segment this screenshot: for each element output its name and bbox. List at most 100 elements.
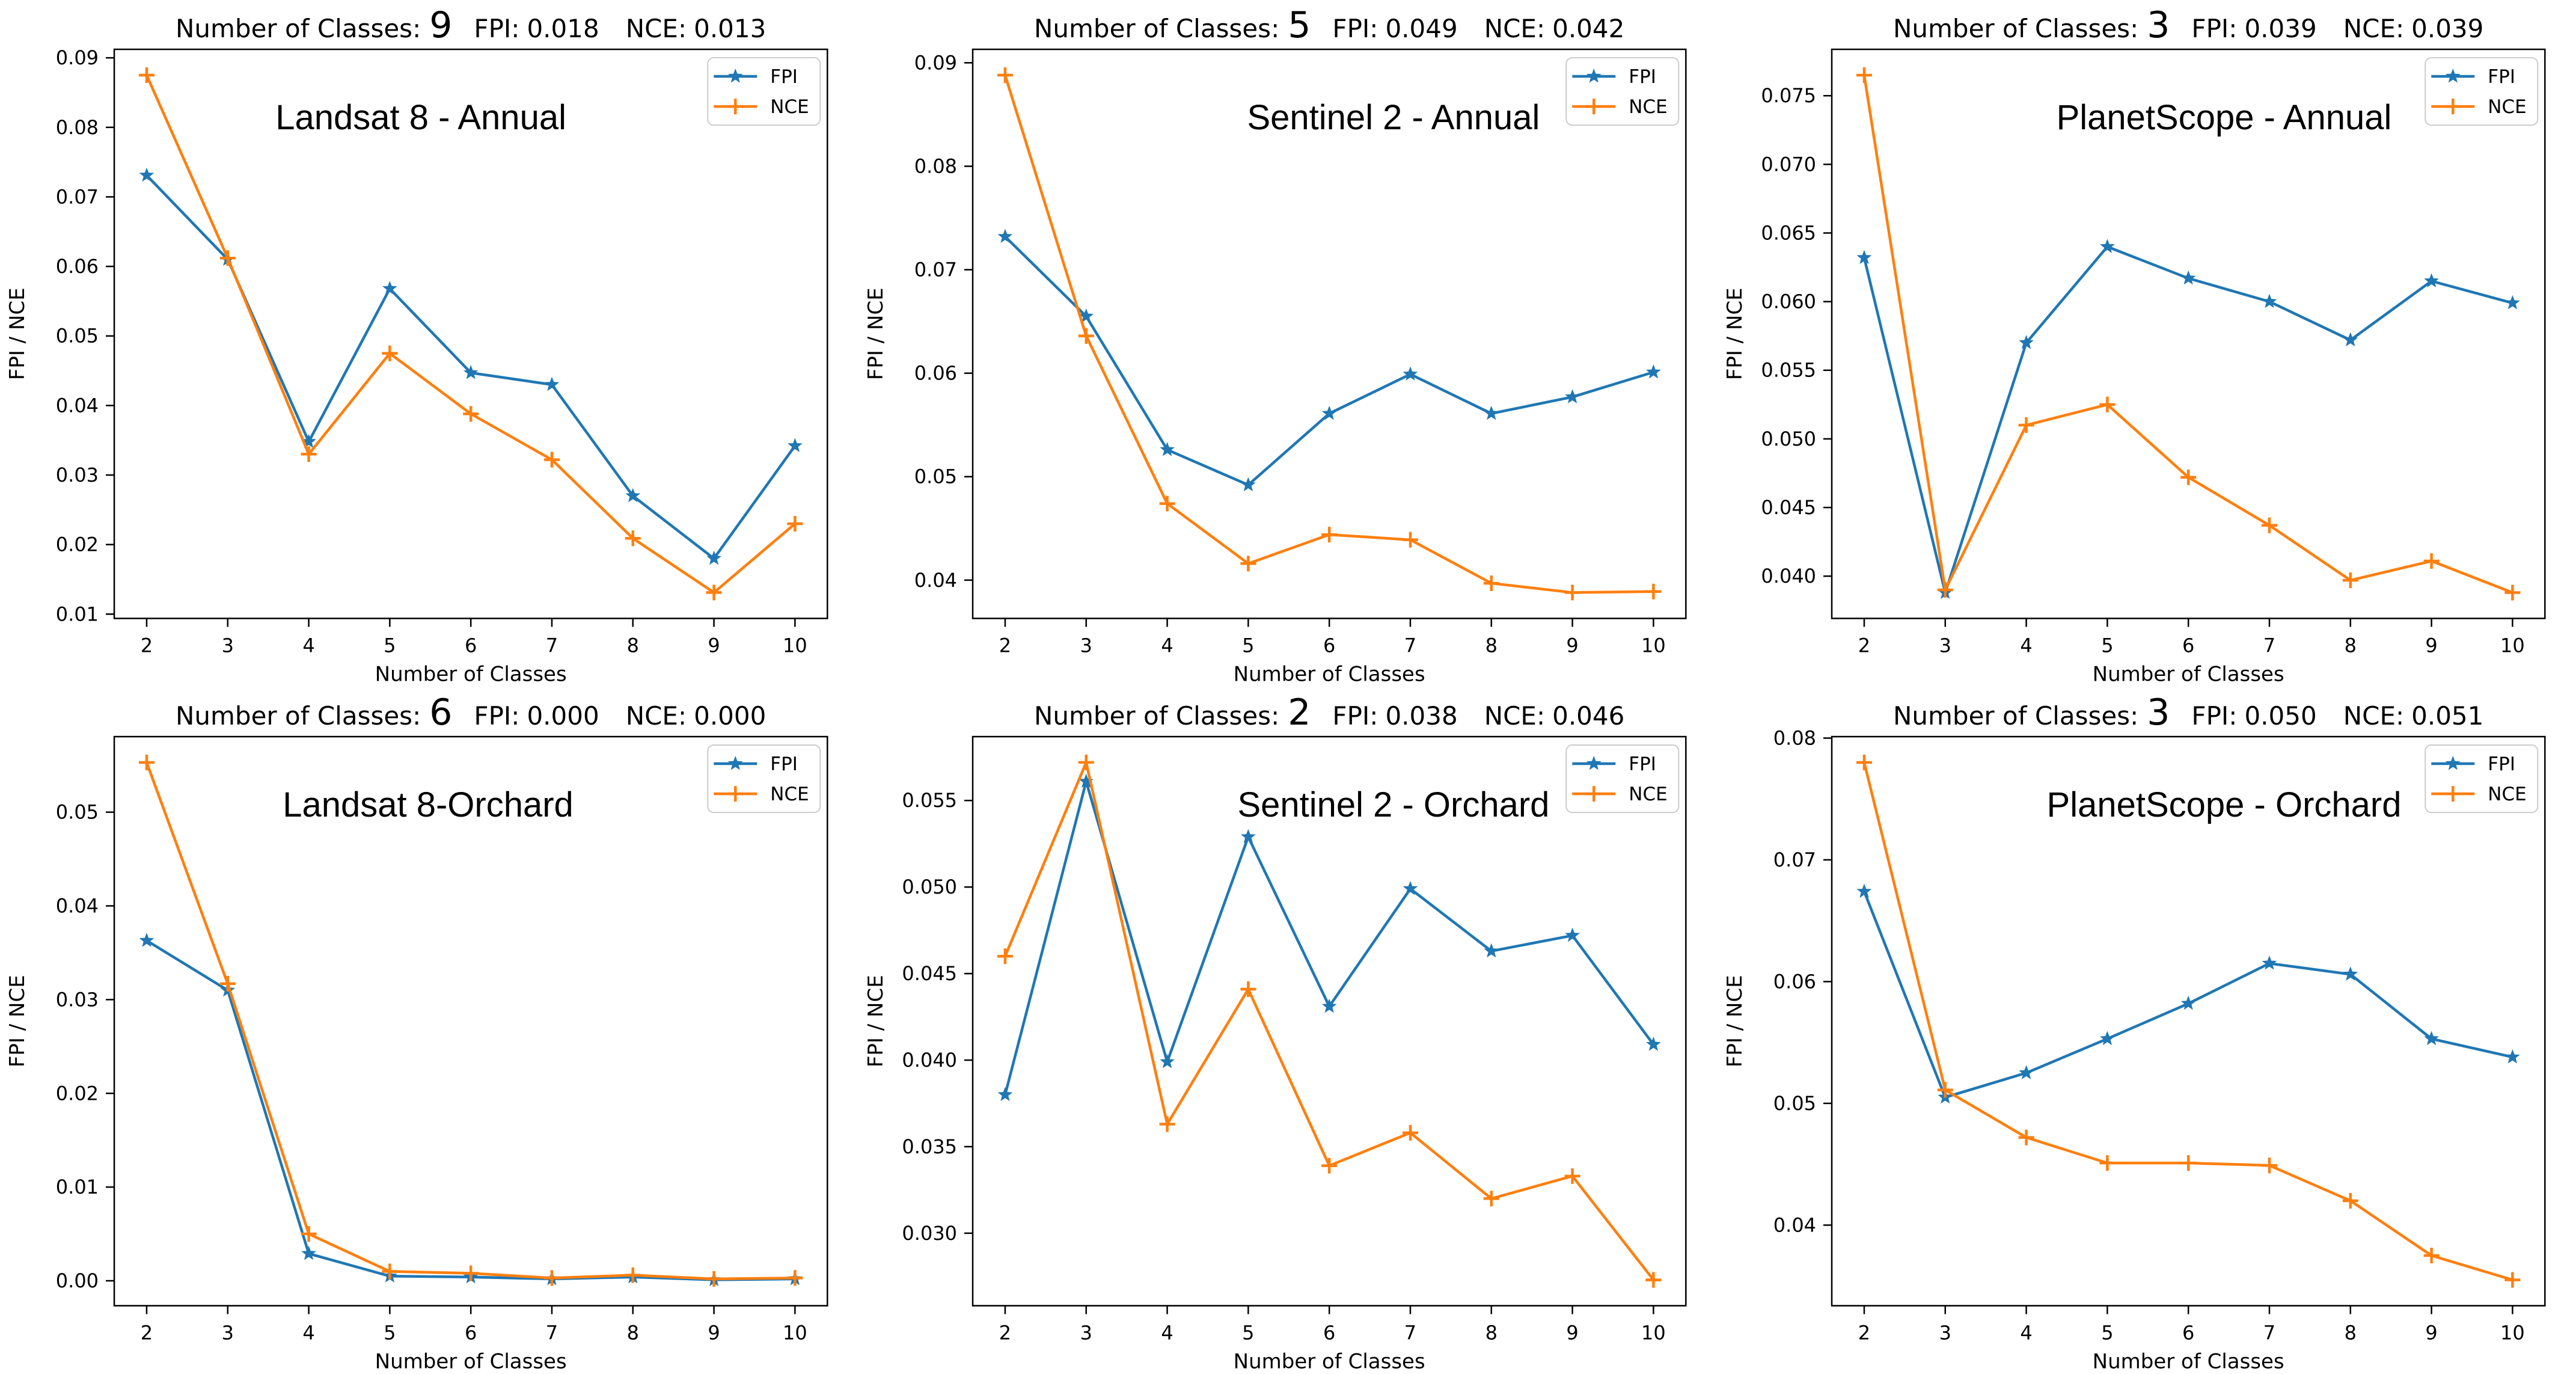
y-tick-label: 0.065 <box>1761 221 1816 244</box>
nce-point-marker <box>138 754 154 770</box>
y-tick-label: 0.070 <box>1761 153 1816 176</box>
x-tick-label: 3 <box>222 634 234 657</box>
fpi-point-marker <box>1856 883 1872 898</box>
classes-label: Number of Classes: <box>176 701 421 731</box>
legend-label-nce: NCE <box>2488 96 2526 118</box>
fpi-point-marker <box>1856 250 1872 265</box>
classes-value: 3 <box>2147 4 2170 46</box>
nce-value: 0.046 <box>1552 701 1624 731</box>
plot-area: 0.00 0.01 0.02 0.03 0.04 0.05 2 3 4 5 6 7 8 9 10 Number… <box>5 735 828 1373</box>
classes-label: Number of Classes: <box>1893 701 2138 731</box>
fpi-point-marker <box>2099 1031 2115 1045</box>
series-nce <box>138 67 803 601</box>
nce-point-marker <box>1484 575 1500 591</box>
nce-label: NCE: <box>626 701 687 731</box>
fpi-point-marker <box>2018 1064 2034 1079</box>
x-tick-label: 3 <box>1939 634 1951 657</box>
y-tick-label: 0.060 <box>1761 290 1816 313</box>
fpi-point-marker <box>1403 880 1418 895</box>
nce-point-marker <box>2180 469 2196 485</box>
y-tick-label: 0.040 <box>1761 565 1816 587</box>
y-tick-label: 0.030 <box>902 1221 958 1244</box>
fpi-point-marker <box>2343 966 2358 981</box>
plot-area: 0.01 0.02 0.03 0.04 0.05 0.06 0.07 0.08 0.09 2 3 4 5… <box>5 46 828 686</box>
series-nce <box>1856 754 2521 1288</box>
nce-point-marker <box>543 452 560 468</box>
y-tick-label: 0.06 <box>1773 970 1816 993</box>
fpi-value: 0.038 <box>1386 701 1458 731</box>
y-axis-label: FPI / NCE <box>864 287 888 380</box>
y-tick-label: 0.08 <box>914 155 957 177</box>
y-tick-label: 0.06 <box>56 255 99 278</box>
fpi-point-marker <box>706 550 721 565</box>
nce-point-marker <box>2342 572 2358 588</box>
legend: FPI NCE <box>1565 744 1680 813</box>
nce-point-marker <box>1321 527 1338 543</box>
fpi-label: FPI: <box>474 14 519 43</box>
y-tick-label: 0.06 <box>914 362 957 385</box>
panel-header: Number of Classes: 5 FPI: 0.049 NCE: 0.042 <box>1034 4 1624 46</box>
panel-landsat8-annual: Number of Classes: 9 FPI: 0.018 NCE: 0.013 0.… <box>0 0 858 687</box>
x-tick-label: 2 <box>999 634 1011 657</box>
y-axis-label: FPI / NCE <box>1723 287 1747 380</box>
x-axis-label: Number of Classes <box>2092 1349 2284 1373</box>
x-tick-label: 8 <box>1485 1321 1498 1344</box>
fpi-point-marker <box>2504 1049 2520 1063</box>
y-tick-label: 0.05 <box>1773 1091 1816 1114</box>
nce-point-marker <box>2423 553 2440 569</box>
nce-label: NCE: <box>1484 701 1545 731</box>
panel-header: Number of Classes: 6 FPI: 0.000 NCE: 0.000 <box>176 692 766 734</box>
x-tick-label: 7 <box>2263 634 2275 657</box>
y-axis-label: FPI / NCE <box>1723 975 1747 1067</box>
panel-landsat8-orchard: Number of Classes: 6 FPI: 0.000 NCE: 0.000 0.… <box>0 687 858 1374</box>
legend: FPI NCE <box>2424 744 2538 813</box>
nce-point-marker <box>1159 495 1175 512</box>
nce-value: 0.039 <box>2411 14 2483 43</box>
nce-point-marker <box>219 975 236 992</box>
fpi-value: 0.018 <box>527 14 599 43</box>
fpi-point-marker <box>1484 405 1499 420</box>
x-tick-label: 7 <box>1404 634 1416 657</box>
nce-point-marker <box>543 1269 560 1286</box>
fpi-point-marker <box>1322 998 1337 1013</box>
fpi-point-marker <box>788 438 803 452</box>
classes-label: Number of Classes: <box>1034 701 1279 731</box>
y-tick-label: 0.08 <box>56 116 99 139</box>
x-tick-label: 5 <box>1243 634 1255 657</box>
fpi-point-marker <box>1241 829 1256 843</box>
y-tick-label: 0.05 <box>914 465 957 488</box>
x-tick-label: 10 <box>2500 1321 2525 1344</box>
nce-point-marker <box>463 406 479 422</box>
legend-label-nce: NCE <box>1629 784 1668 805</box>
nce-point-marker <box>1403 532 1419 548</box>
x-tick-label: 5 <box>384 1321 396 1344</box>
nce-point-marker <box>625 1267 641 1283</box>
classes-value: 2 <box>1288 692 1311 734</box>
fpi-point-marker <box>2180 995 2196 1010</box>
series-nce <box>997 754 1662 1288</box>
classes-label: Number of Classes: <box>176 14 421 43</box>
fpi-point-marker <box>1565 389 1580 403</box>
y-tick-label: 0.045 <box>1761 496 1816 519</box>
fpi-point-marker <box>2262 955 2277 970</box>
panel-header: Number of Classes: 3 FPI: 0.039 NCE: 0.039 <box>1893 4 2483 46</box>
panel-sentinel2-orchard: Number of Classes: 2 FPI: 0.038 NCE: 0.046 0.… <box>858 687 1717 1374</box>
legend-label-nce: NCE <box>2488 784 2526 805</box>
legend-marker-nce <box>727 99 744 115</box>
nce-point-marker <box>997 948 1014 964</box>
fpi-point-marker <box>2018 335 2034 349</box>
nce-point-marker <box>2099 396 2116 413</box>
x-axis-label: Number of Classes <box>2092 662 2284 686</box>
nce-point-marker <box>1856 754 1872 770</box>
y-tick-label: 0.04 <box>914 569 957 592</box>
y-tick-label: 0.04 <box>56 894 99 917</box>
series-nce <box>997 67 1662 601</box>
x-tick-label: 9 <box>2425 634 2437 657</box>
panel-header: Number of Classes: 9 FPI: 0.018 NCE: 0.013 <box>176 4 766 46</box>
legend: FPI NCE <box>707 744 821 813</box>
series-nce <box>138 754 803 1287</box>
fpi-label: FPI: <box>1333 14 1378 43</box>
x-tick-label: 4 <box>1161 634 1173 657</box>
y-tick-label: 0.035 <box>902 1135 958 1158</box>
classes-label: Number of Classes: <box>1034 14 1279 43</box>
